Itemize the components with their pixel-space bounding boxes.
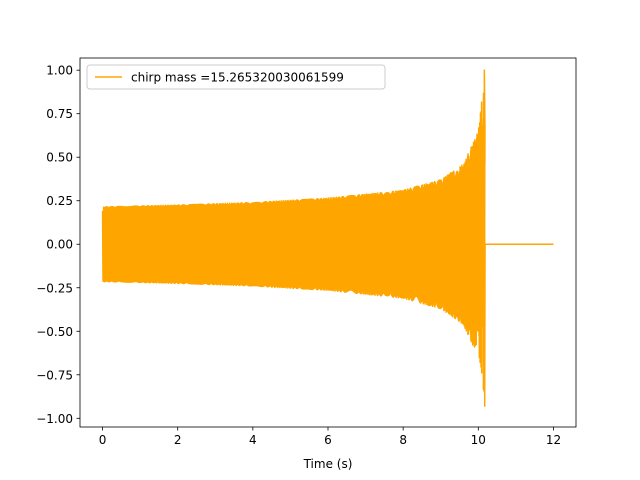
x-tick-label: 2: [174, 433, 182, 447]
x-axis-label: Time (s): [303, 457, 353, 471]
y-tick-label: 0.00: [46, 238, 73, 252]
y-tick-label: 1.00: [46, 64, 73, 78]
x-tick-label: 6: [324, 433, 332, 447]
y-tick-label: −0.75: [36, 368, 73, 382]
axes: 0 2 4 6 8 10 12 −1.00 −0.75 −0.50 −0.25 0.00 0.25 0.5…: [36, 57, 577, 471]
y-tick-label: 0.75: [46, 107, 73, 121]
x-tick-label: 0: [99, 433, 107, 447]
y-tick-label: 0.50: [46, 151, 73, 165]
y-tick-label: 0.25: [46, 194, 73, 208]
x-tick-label: 12: [546, 433, 561, 447]
series-line-0: [101, 69, 554, 407]
x-tick-label: 10: [471, 433, 486, 447]
y-tick-label: −1.00: [36, 412, 73, 426]
legend: chirp mass =15.265320030061599: [86, 64, 386, 90]
y-tick-label: −0.25: [36, 281, 73, 295]
plot-area: [101, 69, 554, 407]
y-tick-label: −0.50: [36, 325, 73, 339]
legend-box: [86, 64, 386, 90]
legend-label-0: chirp mass =15.265320030061599: [131, 71, 344, 85]
x-tick-label: 4: [249, 433, 257, 447]
x-tick-label: 8: [399, 433, 407, 447]
